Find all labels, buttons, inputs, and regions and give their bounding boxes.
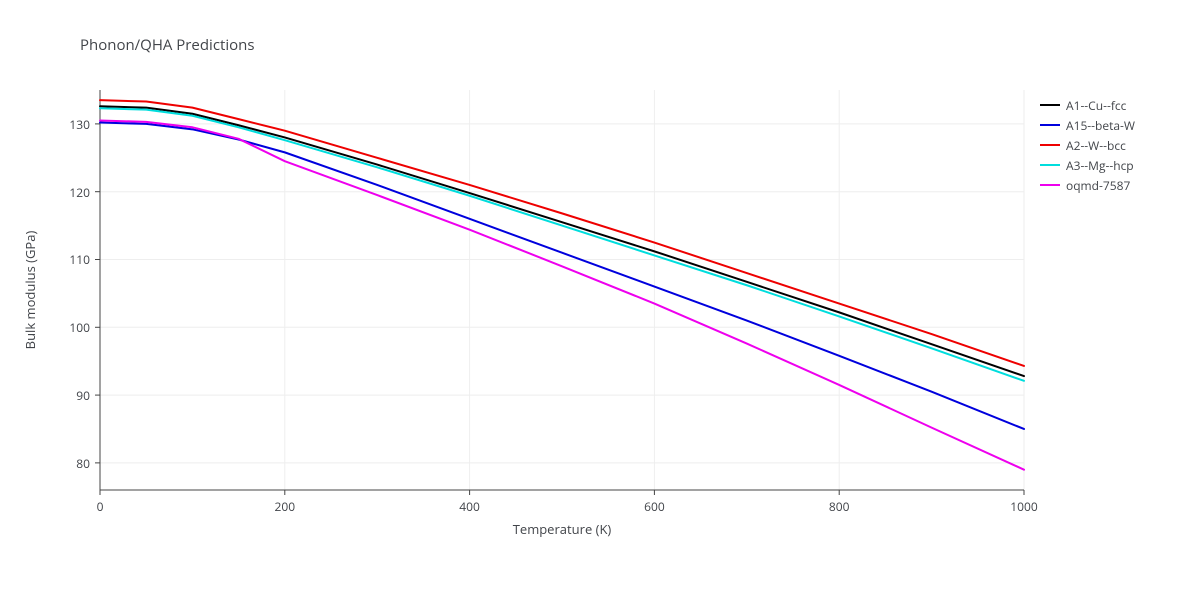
legend-label: A1--Cu--fcc bbox=[1066, 97, 1126, 114]
x-tick-label: 400 bbox=[455, 498, 485, 515]
legend-swatch bbox=[1040, 124, 1060, 126]
legend-item[interactable]: A15--beta-W bbox=[1040, 115, 1135, 135]
legend-swatch bbox=[1040, 164, 1060, 166]
legend: A1--Cu--fcc A15--beta-W A2--W--bcc A3--Mg--… bbox=[1040, 95, 1135, 195]
legend-label: A2--W--bcc bbox=[1066, 137, 1126, 154]
legend-item[interactable]: A3--Mg--hcp bbox=[1040, 155, 1135, 175]
legend-item[interactable]: A1--Cu--fcc bbox=[1040, 95, 1135, 115]
y-tick-label: 90 bbox=[76, 387, 90, 404]
legend-label: A3--Mg--hcp bbox=[1066, 157, 1134, 174]
series-line bbox=[100, 108, 1024, 381]
y-tick-label: 130 bbox=[69, 116, 90, 133]
series-line bbox=[100, 106, 1024, 376]
x-tick-label: 0 bbox=[85, 498, 115, 515]
x-tick-label: 800 bbox=[824, 498, 854, 515]
series-line bbox=[100, 121, 1024, 470]
x-tick-label: 200 bbox=[270, 498, 300, 515]
x-axis-label: Temperature (K) bbox=[502, 520, 622, 538]
legend-item[interactable]: A2--W--bcc bbox=[1040, 135, 1135, 155]
y-tick-label: 110 bbox=[69, 251, 90, 268]
legend-swatch bbox=[1040, 184, 1060, 186]
legend-label: A15--beta-W bbox=[1066, 117, 1135, 134]
legend-item[interactable]: oqmd-7587 bbox=[1040, 175, 1135, 195]
y-axis-label: Bulk modulus (GPa) bbox=[21, 231, 39, 350]
y-tick-label: 100 bbox=[69, 319, 90, 336]
legend-swatch bbox=[1040, 144, 1060, 146]
legend-swatch bbox=[1040, 104, 1060, 106]
legend-label: oqmd-7587 bbox=[1066, 177, 1130, 194]
x-tick-label: 600 bbox=[639, 498, 669, 515]
x-tick-label: 1000 bbox=[1009, 498, 1039, 515]
y-tick-label: 120 bbox=[69, 184, 90, 201]
y-tick-label: 80 bbox=[76, 455, 90, 472]
series-line bbox=[100, 123, 1024, 429]
